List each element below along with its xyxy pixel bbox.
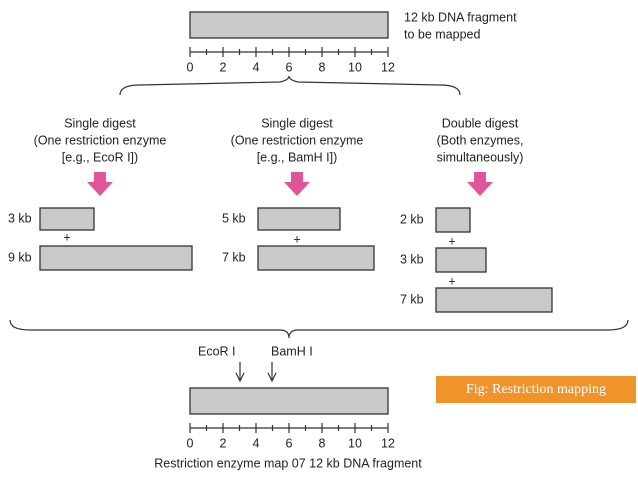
dna-fragment	[189, 11, 389, 39]
digest-title: (One restriction enzyme	[231, 133, 364, 147]
scale-label: 2	[220, 436, 227, 450]
digest-title: (One restriction enzyme	[34, 133, 167, 147]
scale-label: 10	[348, 436, 362, 450]
fragment-size: 2 kb	[400, 212, 424, 226]
figure-label: Fig: Restriction mapping	[466, 382, 606, 397]
digest-title: [e.g., BamH I])	[257, 150, 338, 164]
fragment	[435, 287, 553, 313]
digest-arrow	[284, 172, 310, 196]
fragment-label: 12 kb DNA fragment	[404, 10, 517, 24]
digest-title: (Both enzymes,	[437, 133, 524, 147]
scale-label: 8	[319, 436, 326, 450]
fragment-size: 3 kb	[400, 252, 424, 266]
fragment	[257, 207, 341, 231]
digest-title: Double digest	[442, 116, 519, 130]
scale-label: 2	[220, 60, 227, 74]
scale-label: 0	[187, 436, 194, 450]
fragment-size: 5 kb	[222, 211, 246, 225]
plus: +	[293, 232, 300, 246]
dna-map	[189, 387, 389, 415]
scale-label: 4	[253, 60, 260, 74]
brace	[119, 75, 461, 96]
caption: Restriction enzyme map 07 12 kb DNA frag…	[154, 456, 422, 470]
arrow	[267, 362, 277, 383]
fragment	[435, 247, 487, 273]
digest-title: simultaneously)	[437, 150, 524, 164]
site-label: BamH I	[271, 344, 313, 358]
fragment-label: to be mapped	[404, 27, 480, 41]
digest-arrow	[467, 172, 493, 196]
site-label: EcoR I	[198, 344, 236, 358]
fragment	[257, 245, 375, 271]
figure-label-box	[436, 376, 636, 403]
scale-label: 8	[319, 60, 326, 74]
digest-title: Single digest	[64, 116, 136, 130]
scale-label: 12	[381, 60, 395, 74]
fragment-size: 7 kb	[400, 292, 424, 306]
fragment-size: 9 kb	[8, 250, 32, 264]
scale-label: 6	[286, 60, 293, 74]
scale-label: 6	[286, 436, 293, 450]
brace	[9, 319, 629, 339]
scale-label: 12	[381, 436, 395, 450]
scale-label: 0	[187, 60, 194, 74]
fragment	[435, 207, 471, 233]
digest-arrow	[87, 172, 113, 196]
scale-label: 10	[348, 60, 362, 74]
fragment	[39, 207, 95, 231]
fragment	[39, 245, 193, 271]
plus: +	[448, 234, 455, 248]
plus: +	[448, 274, 455, 288]
digest-title: [e.g., EcoR I])	[62, 150, 138, 164]
fragment-size: 3 kb	[8, 211, 32, 225]
digest-title: Single digest	[261, 116, 333, 130]
plus: +	[63, 230, 70, 244]
arrow	[235, 362, 245, 383]
scale-label: 4	[253, 436, 260, 450]
fragment-size: 7 kb	[222, 250, 246, 264]
